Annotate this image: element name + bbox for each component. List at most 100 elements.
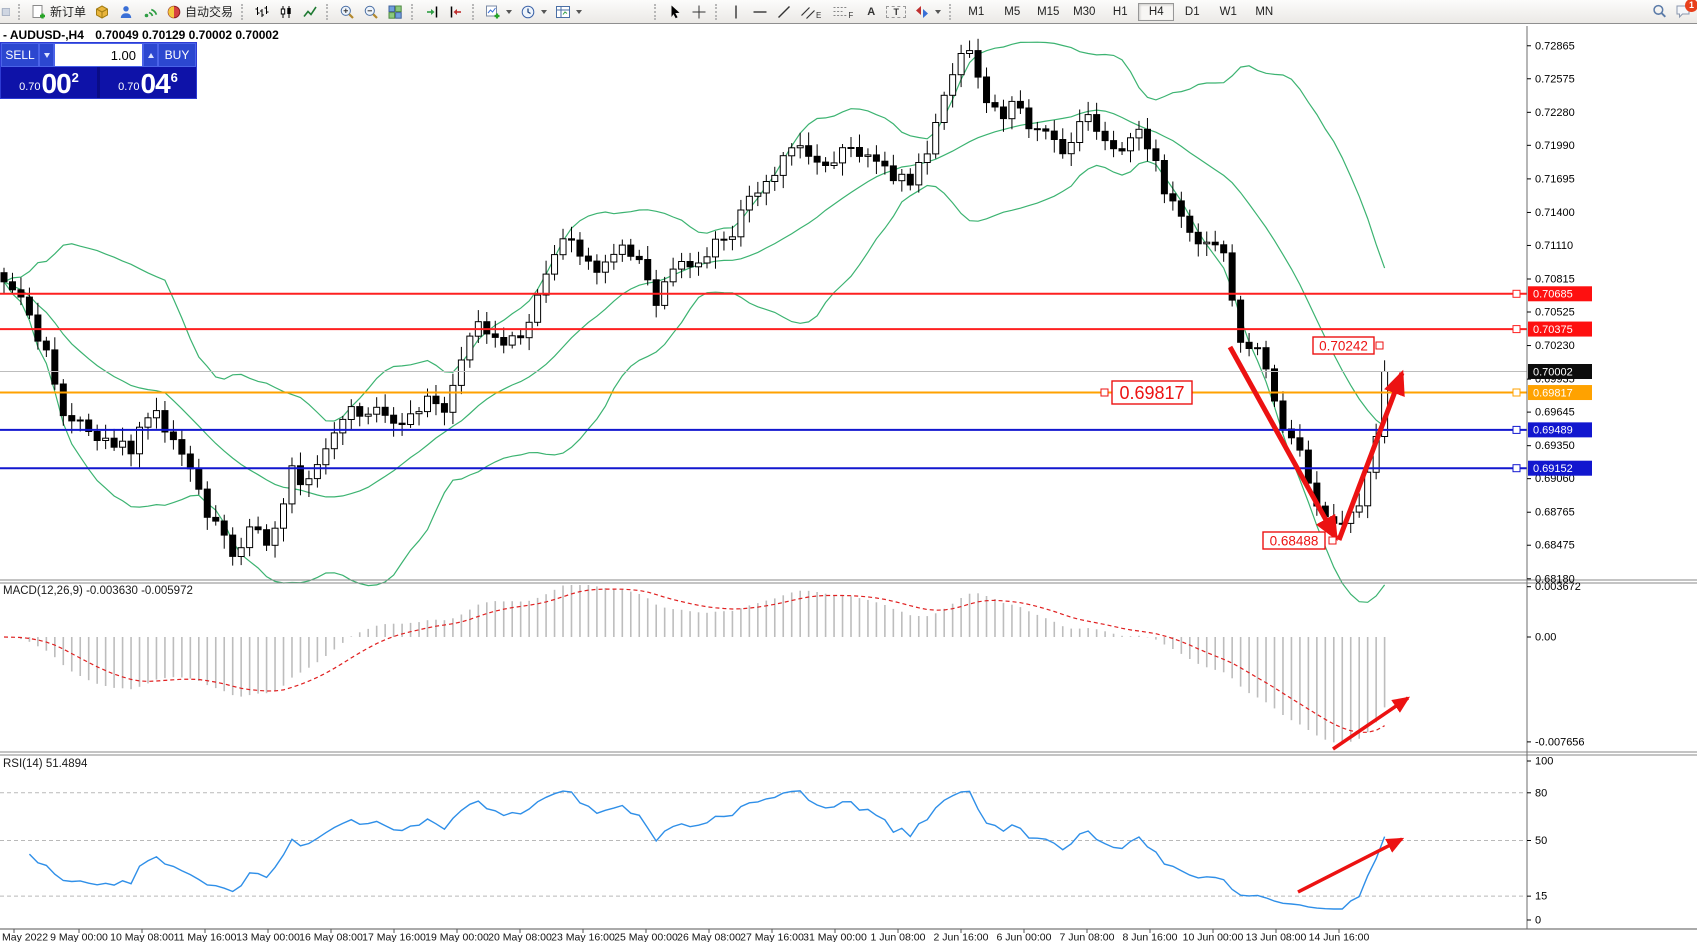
fibonacci-tool-button[interactable]: F	[828, 1, 860, 23]
svg-text:0.70815: 0.70815	[1535, 274, 1575, 286]
search-icon[interactable]	[1652, 3, 1667, 19]
chart-shift-button[interactable]	[444, 1, 468, 23]
candlestick-chart-button[interactable]	[274, 1, 298, 23]
annotation-text: 0.69817	[1119, 383, 1184, 403]
bar-chart-icon	[255, 5, 269, 17]
timeframe-W1[interactable]: W1	[1219, 5, 1237, 18]
zoom-out-button[interactable]	[359, 1, 383, 23]
arrows-tool-button[interactable]	[910, 1, 945, 23]
periods-button[interactable]	[516, 1, 551, 23]
trendline-tool-button[interactable]	[772, 1, 796, 23]
toolbar-grip	[326, 3, 330, 20]
horizontal-line-tool-button[interactable]	[748, 1, 772, 23]
price-level-lines[interactable]	[0, 289, 1527, 473]
rsi-panel: 100 80 50 15 0 RSI(14) 51.4894	[0, 756, 1553, 927]
line-handle[interactable]	[1512, 325, 1521, 334]
svg-text:13 May 00:00: 13 May 00:00	[236, 932, 300, 942]
chart-shift-icon	[450, 6, 462, 17]
annotation-box[interactable]	[1111, 380, 1193, 405]
toolbar-grip	[949, 3, 953, 20]
signal-button[interactable]	[138, 1, 162, 23]
symbol-period: AUDUSD-,H4	[9, 28, 84, 42]
svg-text:0.69489: 0.69489	[1533, 425, 1573, 437]
annotation-anchor[interactable]	[1375, 341, 1384, 350]
svg-text:6 Jun 00:00: 6 Jun 00:00	[997, 932, 1052, 942]
fibo-sub-label: F	[848, 11, 854, 20]
zoom-in-button[interactable]	[335, 1, 359, 23]
crosshair-tool-button[interactable]	[687, 1, 711, 23]
timeframe-H4[interactable]: H4	[1138, 2, 1175, 21]
trader-button[interactable]	[114, 1, 138, 23]
equidistant-channel-tool-button[interactable]: E	[796, 1, 828, 23]
add-indicator-icon	[486, 5, 500, 18]
timeframe-M1[interactable]: M1	[968, 5, 985, 18]
line-handle[interactable]	[1512, 289, 1521, 298]
sell-button[interactable]: SELL	[1, 43, 39, 67]
new-order-button[interactable]: 新订单	[27, 1, 90, 23]
red-trend-arrow[interactable]	[1297, 837, 1405, 894]
trendline-icon	[778, 5, 791, 18]
svg-text:0.003672: 0.003672	[1535, 581, 1581, 593]
svg-text:0.70685: 0.70685	[1533, 289, 1573, 301]
cursor-tool-button[interactable]	[663, 1, 687, 23]
svg-text:7 Jun 08:00: 7 Jun 08:00	[1060, 932, 1115, 942]
price-tag-0.70685	[1528, 286, 1592, 302]
timeframe-H1[interactable]: H1	[1112, 5, 1128, 18]
channel-sub-label: E	[816, 11, 822, 20]
timeframe-M15[interactable]: M15	[1037, 5, 1060, 18]
line-handle[interactable]	[1512, 388, 1521, 397]
timeframe-group: M1 M5 M15 M30 H1 H4 D1 W1 MN	[958, 2, 1282, 21]
toolbar-grip	[654, 3, 658, 20]
svg-text:15: 15	[1535, 891, 1547, 903]
annotation-box[interactable]	[1312, 336, 1375, 355]
text-label-tool-button[interactable]: T	[882, 1, 910, 23]
templates-button[interactable]	[551, 1, 586, 23]
auto-trading-button[interactable]: 自动交易	[162, 1, 237, 23]
triangle-up-icon	[147, 52, 154, 58]
timeframe-MN[interactable]: MN	[1255, 5, 1274, 18]
volume-input[interactable]	[54, 43, 143, 67]
line-handle[interactable]	[1512, 425, 1521, 434]
buy-price[interactable]: 0.70 04 6	[118, 68, 178, 99]
svg-text:0.71695: 0.71695	[1535, 173, 1575, 185]
zoom-in-icon	[340, 5, 354, 19]
sell-price[interactable]: 0.70 00 2	[19, 68, 79, 99]
macd-signal-line	[3, 588, 1385, 733]
svg-text:0.70230: 0.70230	[1535, 340, 1575, 352]
timeframe-M5[interactable]: M5	[1004, 5, 1021, 18]
volume-decrease-button[interactable]	[39, 43, 54, 67]
line-handle[interactable]	[1512, 464, 1521, 473]
notifications-button[interactable]: 1	[1675, 0, 1697, 19]
drawn-objects[interactable]: 0.70242 0.69817 0.68488	[1100, 336, 1411, 894]
red-trend-arrow[interactable]	[1332, 696, 1411, 751]
vertical-line-tool-button[interactable]	[724, 1, 748, 23]
red-trend-arrow[interactable]	[1336, 369, 1405, 541]
tile-windows-button[interactable]	[383, 1, 407, 23]
red-trend-arrow[interactable]	[1227, 345, 1339, 542]
svg-text:0.71400: 0.71400	[1535, 207, 1575, 219]
auto-trading-icon	[167, 5, 181, 18]
rsi-label: RSI(14) 51.4894	[3, 758, 88, 770]
line-chart-button[interactable]	[298, 1, 322, 23]
dropdown-caret-icon	[935, 9, 942, 14]
cube-button[interactable]	[90, 1, 114, 23]
timeframe-M30[interactable]: M30	[1073, 5, 1096, 18]
new-order-icon	[32, 4, 45, 18]
zoom-out-icon	[364, 5, 378, 19]
annotation-anchor[interactable]	[1328, 536, 1337, 545]
main-toolbar: 新订单 自动交易	[0, 0, 1697, 24]
buy-button[interactable]: BUY	[158, 43, 196, 67]
text-tool-button[interactable]: A	[860, 1, 882, 23]
annotation-anchor[interactable]	[1100, 388, 1109, 397]
svg-text:0.72280: 0.72280	[1535, 107, 1575, 119]
auto-scroll-button[interactable]	[420, 1, 444, 23]
svg-text:9 May 00:00: 9 May 00:00	[50, 932, 108, 942]
add-indicator-button[interactable]	[481, 1, 516, 23]
timeframe-D1[interactable]: D1	[1184, 5, 1200, 18]
svg-text:0.68475: 0.68475	[1535, 540, 1575, 552]
volume-increase-button[interactable]	[143, 43, 158, 67]
svg-text:80: 80	[1535, 787, 1547, 799]
price-tag-0.69817	[1528, 385, 1592, 401]
bar-chart-button[interactable]	[250, 1, 274, 23]
annotation-box[interactable]	[1262, 531, 1326, 550]
